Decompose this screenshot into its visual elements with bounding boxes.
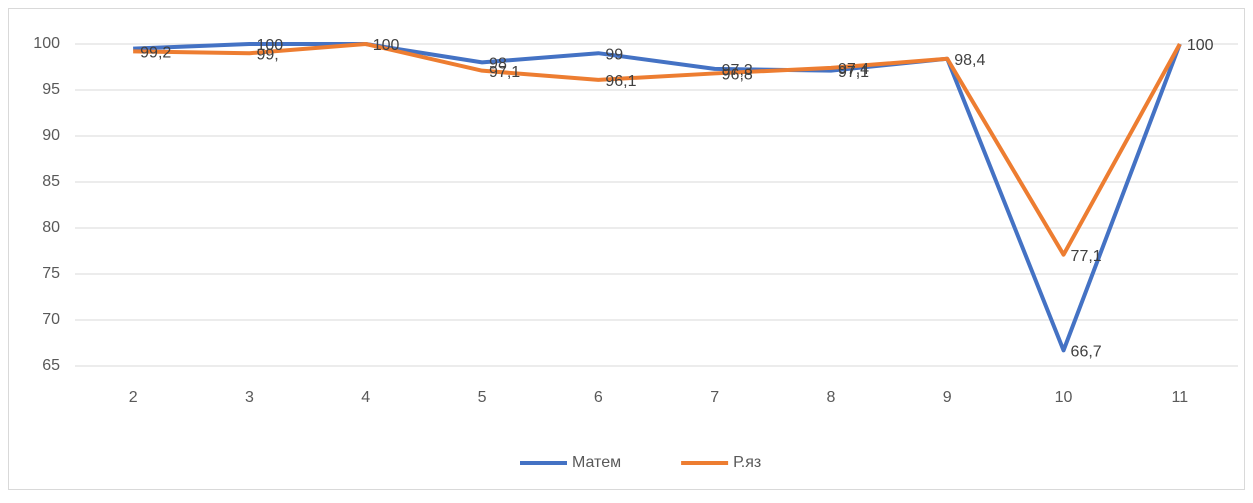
x-tick-label: 9 xyxy=(943,389,952,406)
data-label: 100 xyxy=(1187,37,1214,54)
data-label: 100 xyxy=(373,37,400,54)
data-label: 98 xyxy=(489,56,507,73)
data-label: 77,1 xyxy=(1071,248,1102,265)
series-line xyxy=(133,42,1182,353)
data-label: 97,1 xyxy=(838,64,869,81)
legend-label: Матем xyxy=(572,454,621,471)
data-label: 97,4 xyxy=(838,61,869,78)
x-tick-label: 5 xyxy=(478,389,487,406)
legend-label: Р.яз xyxy=(733,454,761,471)
y-tick-label: 65 xyxy=(42,357,60,374)
y-tick-label: 85 xyxy=(42,173,60,190)
y-tick-label: 100 xyxy=(33,35,60,52)
data-label: 97,3 xyxy=(722,62,753,79)
y-tick-label: 75 xyxy=(42,265,60,282)
x-tick-label: 10 xyxy=(1055,389,1073,406)
data-label: 99 xyxy=(605,46,623,63)
data-label: 100 xyxy=(256,37,283,54)
y-tick-label: 80 xyxy=(42,219,60,236)
x-tick-label: 7 xyxy=(710,389,719,406)
x-tick-label: 6 xyxy=(594,389,603,406)
x-tick-label: 4 xyxy=(361,389,370,406)
chart-frame xyxy=(8,8,1245,490)
x-tick-label: 3 xyxy=(245,389,254,406)
data-label: 96,8 xyxy=(722,67,753,84)
data-label: 98,4 xyxy=(954,52,985,69)
data-label: 99,2 xyxy=(140,45,171,62)
data-label: 99, xyxy=(256,46,278,63)
x-tick-label: 8 xyxy=(826,389,835,406)
y-tick-label: 95 xyxy=(42,81,60,98)
data-label: 97,1 xyxy=(489,64,520,81)
y-tick-label: 90 xyxy=(42,127,60,144)
series-line xyxy=(133,42,1182,257)
data-label: 66,7 xyxy=(1071,344,1102,361)
x-tick-label: 2 xyxy=(129,389,138,406)
x-tick-label: 11 xyxy=(1172,389,1189,406)
y-tick-label: 70 xyxy=(42,311,60,328)
data-label: 96,1 xyxy=(605,73,636,90)
